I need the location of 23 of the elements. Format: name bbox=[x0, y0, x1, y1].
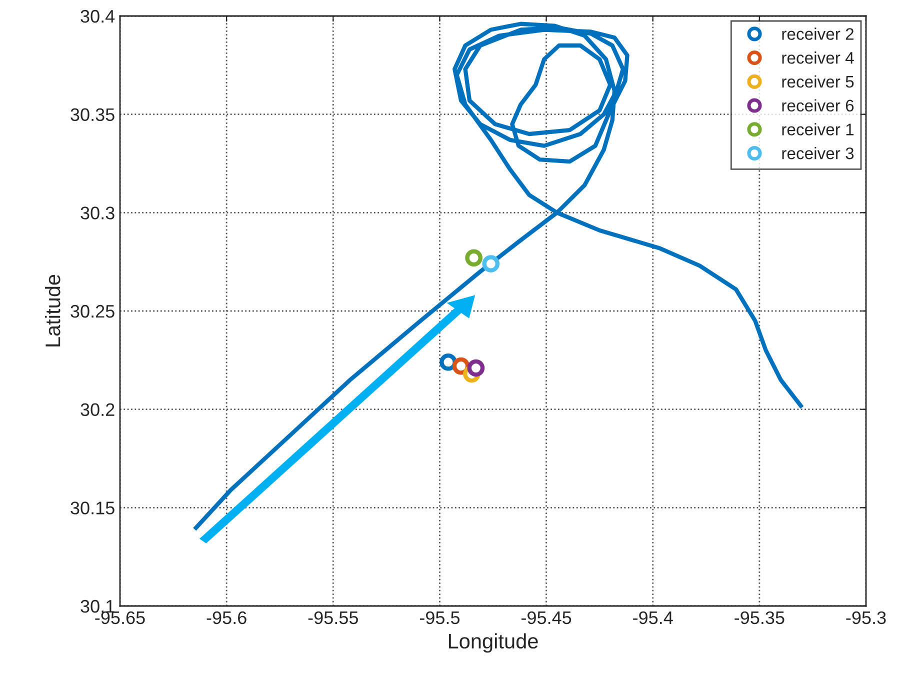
y-tick-label: 30.25 bbox=[70, 304, 114, 318]
x-tick-label: -95.5 bbox=[420, 611, 460, 624]
legend-label: receiver 6 bbox=[782, 99, 854, 112]
legend-label: receiver 1 bbox=[782, 123, 854, 136]
legend-label: receiver 4 bbox=[782, 52, 854, 64]
y-tick-label: 30.15 bbox=[70, 502, 114, 514]
x-axis-title: Longitude bbox=[448, 633, 538, 653]
legend-label: receiver 3 bbox=[782, 147, 854, 160]
x-tick-label: -95.3 bbox=[846, 611, 886, 624]
y-tick-label: 30.1 bbox=[80, 600, 114, 613]
legend-label: receiver 5 bbox=[782, 75, 854, 88]
x-tick-label: -95.6 bbox=[206, 611, 246, 624]
x-tick-label: -95.4 bbox=[633, 611, 673, 624]
y-tick-label: 30.3 bbox=[80, 206, 114, 220]
x-tick-label: -95.45 bbox=[521, 611, 572, 624]
y-tick-label: 30.4 bbox=[80, 10, 115, 23]
y-axis-title: Latitude bbox=[44, 274, 60, 346]
x-tick-label: -95.35 bbox=[734, 611, 784, 624]
x-tick-label: -95.55 bbox=[308, 611, 358, 624]
y-tick-label: 30.35 bbox=[70, 108, 114, 122]
x-tick-label: -95.65 bbox=[95, 611, 145, 624]
y-tick-label: 30.2 bbox=[80, 403, 114, 416]
legend-label: receiver 2 bbox=[782, 28, 854, 40]
